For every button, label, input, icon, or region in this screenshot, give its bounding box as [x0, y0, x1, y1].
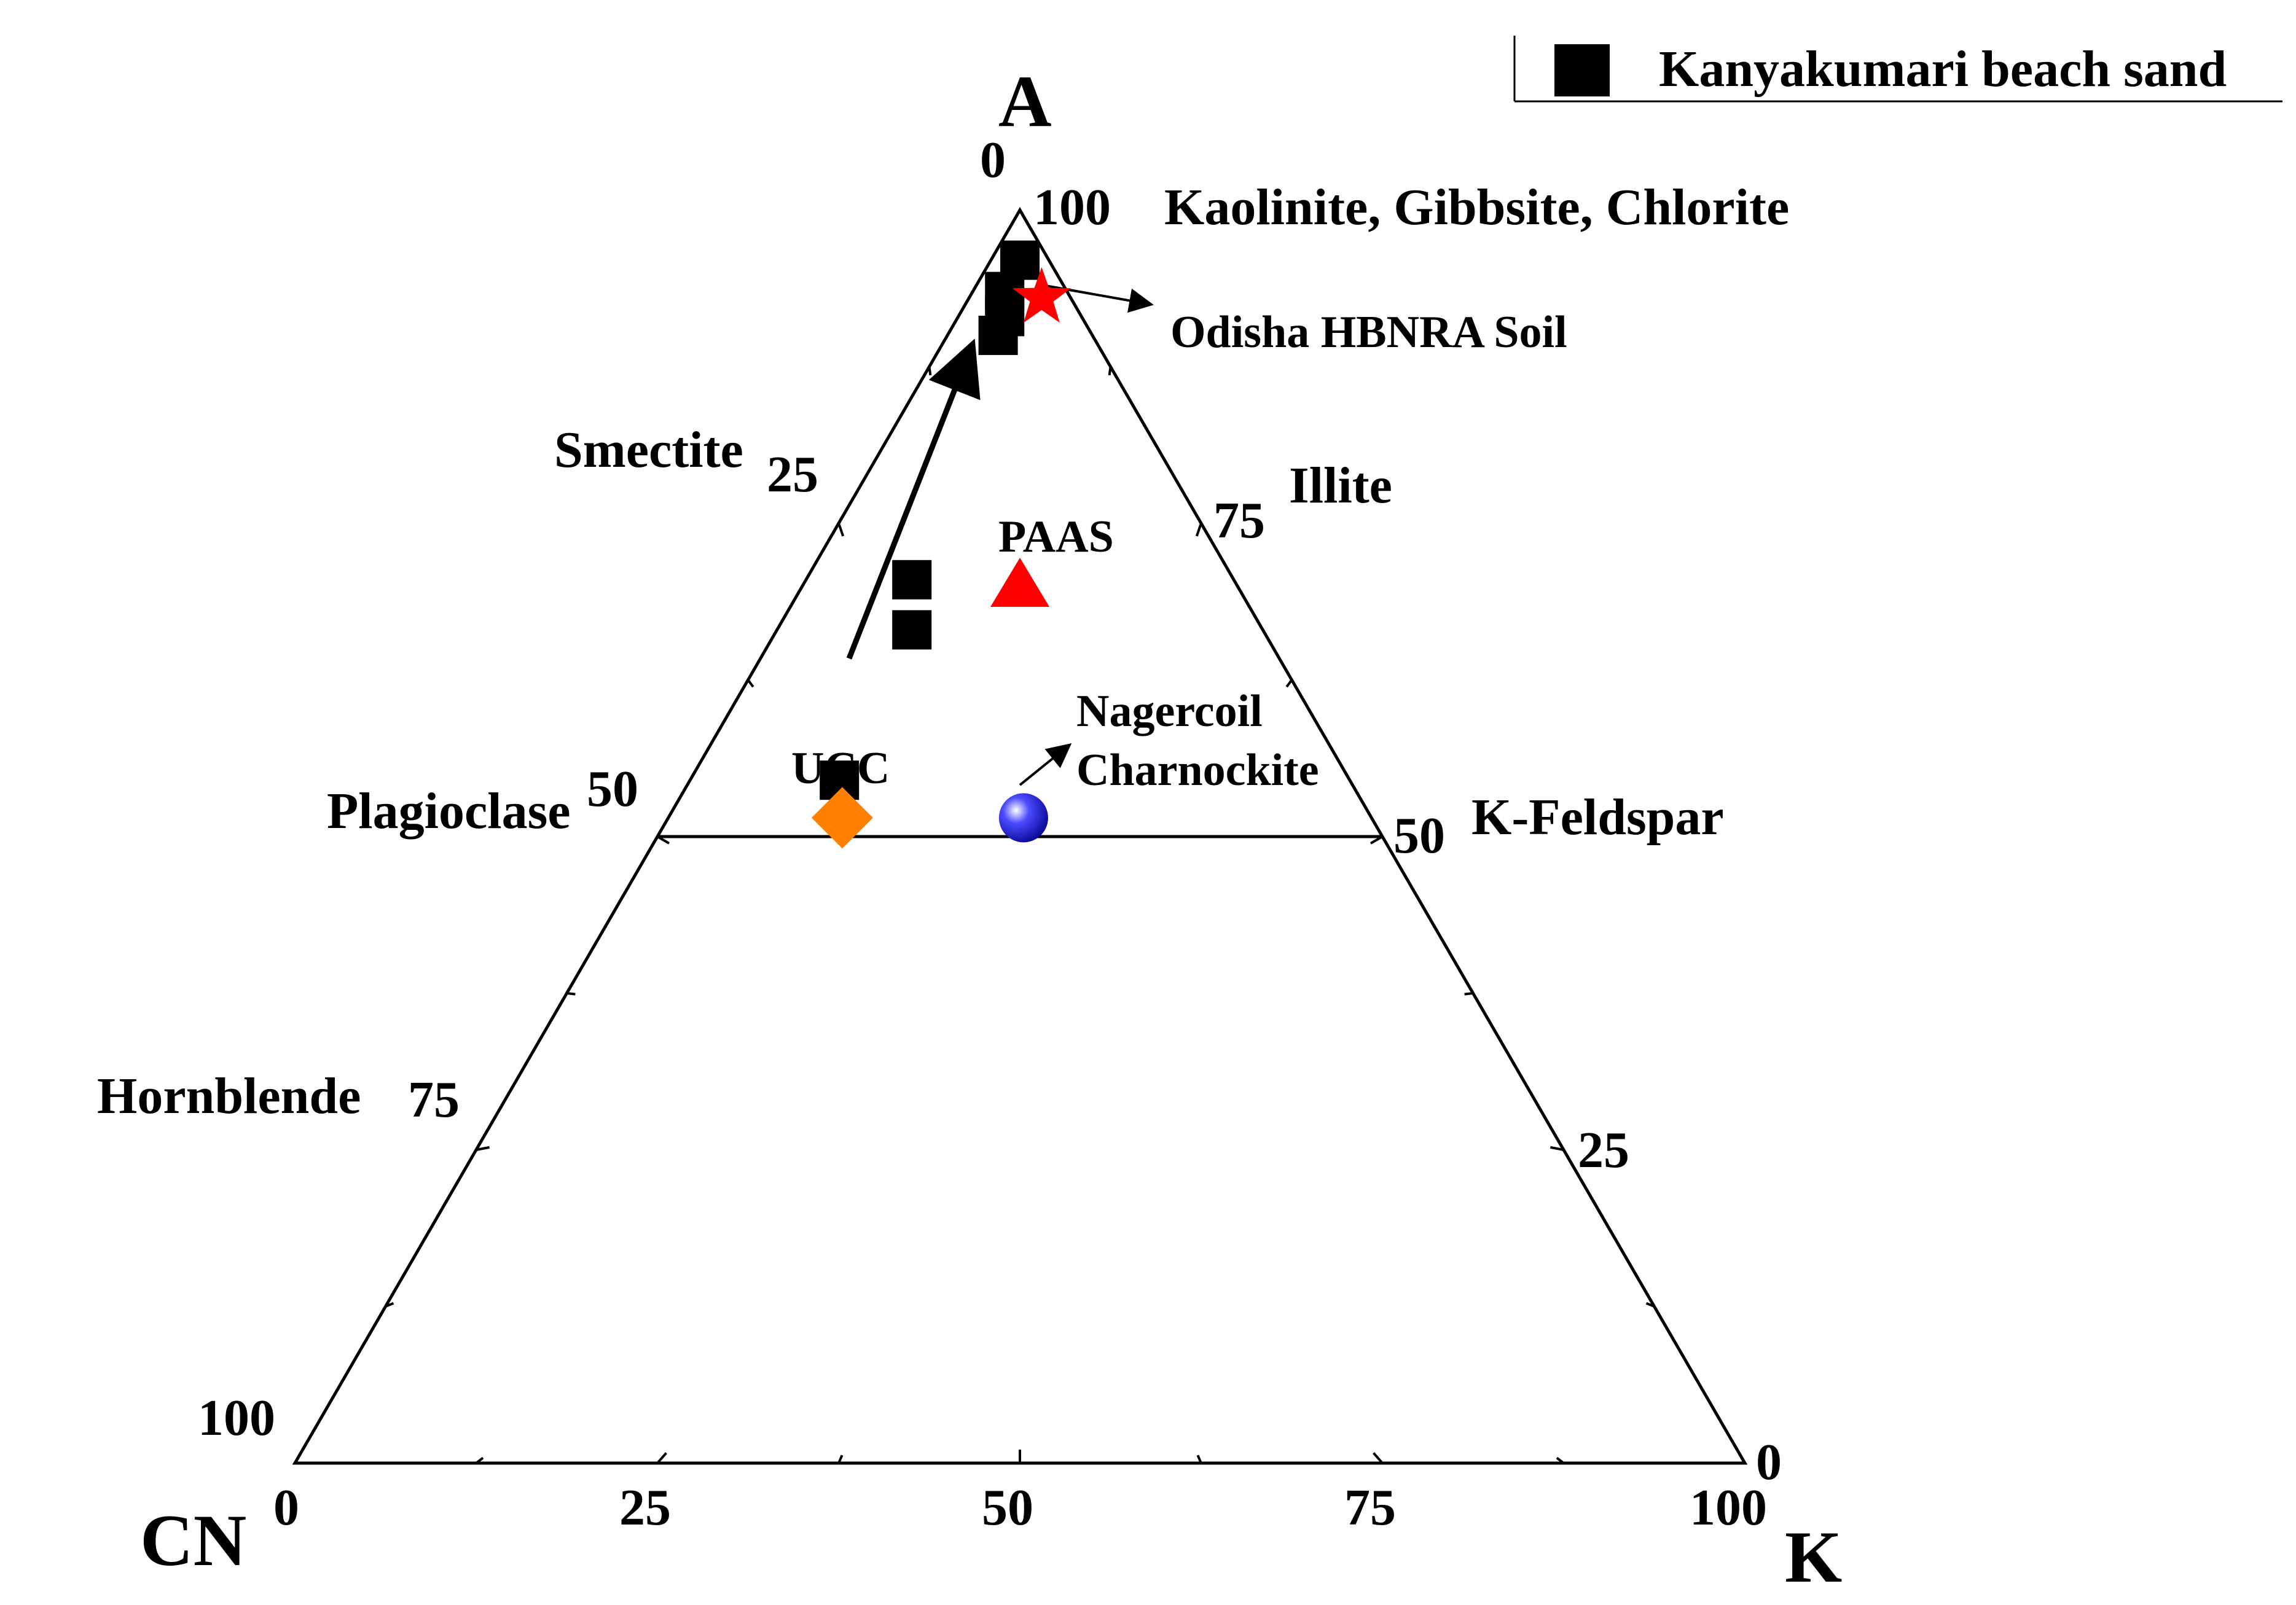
right-edge-tick: [1285, 679, 1293, 688]
weathering-trend-arrow: [846, 338, 981, 660]
mineral-label-plagioclase: Plagioclase: [327, 783, 571, 840]
point-kanyakumari-6: [892, 610, 932, 650]
right-tick-label-25: 25: [1578, 1122, 1629, 1179]
legend-label: Kanyakumari beach sand: [1659, 41, 2227, 98]
nagercoil-pointer-arrow: [1019, 743, 1072, 786]
bottom-edge-tick: [656, 1452, 667, 1464]
vertex-label-a: A: [998, 60, 1052, 142]
point-kanyakumari-5: [892, 560, 932, 599]
left-edge-tick: [566, 992, 576, 996]
point-paas-triangle: [990, 558, 1049, 607]
bottom-tick-label-100: 100: [1690, 1479, 1767, 1536]
bottom-edge-tick: [1373, 1452, 1384, 1464]
point-ucc-diamond: [811, 787, 873, 849]
bottom-tick-label-0: 0: [273, 1479, 299, 1536]
left-tick-label-75: 75: [408, 1071, 460, 1128]
legend-square-marker: [1554, 44, 1610, 96]
tick-marks: [385, 366, 1655, 1464]
bottom-tick-label-25: 25: [619, 1479, 671, 1536]
right-edge-tick: [1195, 523, 1202, 537]
annotation-charnockite: Charnockite: [1076, 745, 1319, 795]
bottom-edge-tick: [837, 1455, 844, 1464]
data-points: [811, 240, 1071, 849]
right-edge-tick: [1464, 992, 1473, 996]
left-tick-label-0: 0: [980, 131, 1006, 189]
mineral-label-hornblende: Hornblende: [97, 1068, 361, 1125]
legend: Kanyakumari beach sand: [1513, 36, 2282, 103]
mineral-label-illite: Illite: [1289, 457, 1392, 514]
point-nagercoil-sphere: [998, 793, 1048, 843]
right-edge-tick: [1369, 835, 1383, 845]
left-edge-tick: [837, 523, 845, 537]
annotation-nagercoil: Nagercoil: [1076, 686, 1263, 736]
mineral-label-smectite: Smectite: [554, 421, 743, 478]
left-edge-tick: [928, 366, 932, 376]
bottom-edge-tick: [475, 1456, 484, 1464]
left-tick-label-100: 100: [198, 1389, 275, 1447]
right-edge-tick: [1550, 1146, 1564, 1151]
left-edge-tick: [476, 1146, 490, 1151]
right-tick-label-0: 0: [1756, 1434, 1782, 1491]
annotation-paas: PAAS: [998, 512, 1114, 562]
left-edge-tick: [385, 1302, 394, 1308]
mineral-label-kaolinite: Kaolinite, Gibbsite, Chlorite: [1164, 179, 1789, 236]
bottom-edge-tick: [1196, 1455, 1202, 1464]
point-odisha-star: [1012, 267, 1071, 323]
left-tick-label-50: 50: [587, 760, 638, 818]
vertex-label-cn: CN: [140, 1499, 246, 1581]
annotation-odisha: Odisha HBNRA Soil: [1170, 307, 1567, 357]
bottom-tick-label-75: 75: [1344, 1479, 1396, 1536]
right-tick-label-100: 100: [1033, 179, 1111, 236]
left-edge-tick: [657, 835, 670, 845]
vertex-label-k: K: [1785, 1516, 1842, 1598]
point-kanyakumari-4: [978, 316, 1018, 355]
mineral-label-kfeldspar: K-Feldspar: [1471, 789, 1724, 846]
right-tick-label-75: 75: [1213, 492, 1265, 549]
right-tick-label-50: 50: [1393, 807, 1445, 864]
bottom-tick-label-50: 50: [982, 1479, 1033, 1536]
right-edge-tick: [1645, 1302, 1655, 1308]
odisha-pointer-arrow: [1038, 283, 1154, 313]
annotation-ucc: UCC: [791, 743, 890, 794]
left-tick-label-25: 25: [767, 446, 818, 503]
bottom-edge-tick: [1556, 1456, 1565, 1464]
right-edge-tick: [1108, 366, 1112, 376]
left-edge-tick: [746, 679, 754, 688]
